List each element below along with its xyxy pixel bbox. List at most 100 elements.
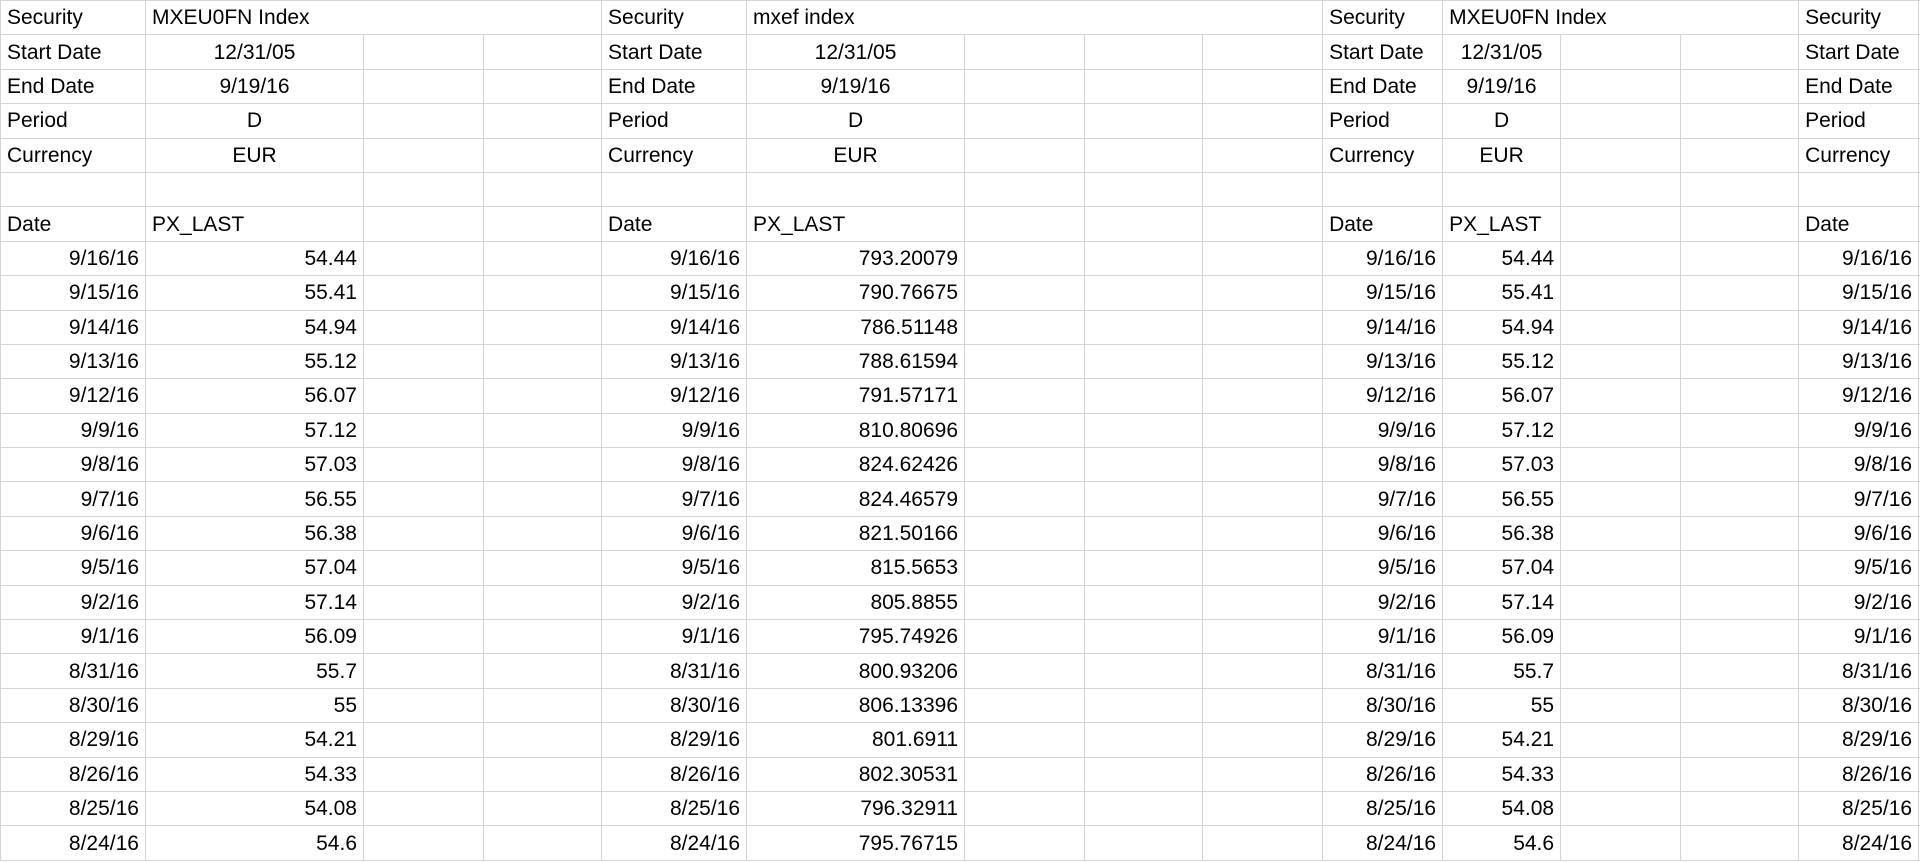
empty-cell[interactable] [363, 412, 484, 449]
date-cell[interactable]: 9/16/16 [1322, 240, 1444, 277]
date-cell[interactable]: 9/15/16 [1798, 275, 1920, 311]
period-label[interactable]: Period [1798, 103, 1920, 139]
px-last-cell[interactable]: 57.12 [1442, 412, 1562, 449]
empty-cell[interactable] [482, 722, 603, 758]
empty-cell[interactable] [482, 343, 603, 380]
px-last-cell[interactable]: 56.09 [145, 619, 364, 655]
currency-value[interactable]: EUR [145, 137, 364, 173]
empty-cell[interactable] [1202, 481, 1324, 517]
empty-cell[interactable] [1560, 722, 1682, 758]
px-last-cell[interactable]: 786.51148 [746, 309, 966, 345]
empty-cell[interactable] [1560, 653, 1682, 689]
date-cell[interactable]: 9/9/16 [601, 412, 748, 449]
period-label[interactable]: Period [0, 103, 146, 139]
empty-cell[interactable] [601, 171, 748, 208]
empty-cell[interactable] [1084, 447, 1204, 483]
date-cell[interactable]: 9/16/16 [601, 240, 748, 277]
empty-cell[interactable] [482, 584, 603, 621]
currency-label[interactable]: Currency [1798, 137, 1920, 173]
empty-cell[interactable] [482, 515, 603, 552]
px-last-cell[interactable]: 54.6 [1442, 825, 1562, 861]
empty-cell[interactable] [1084, 240, 1204, 277]
px-last-cell[interactable]: 795.7672 [1918, 825, 1920, 861]
empty-cell[interactable] [482, 103, 603, 139]
empty-cell[interactable] [964, 584, 1086, 621]
empty-cell[interactable] [1680, 825, 1800, 861]
px-last-cell[interactable]: 55.7 [145, 653, 364, 689]
date-cell[interactable]: 8/24/16 [601, 825, 748, 861]
security-label[interactable]: Security [1798, 0, 1920, 36]
empty-cell[interactable] [1680, 34, 1800, 70]
date-cell[interactable]: 9/8/16 [1798, 447, 1920, 483]
date-cell[interactable]: 8/24/16 [0, 825, 146, 861]
empty-cell[interactable] [482, 240, 603, 277]
empty-cell[interactable] [1680, 790, 1800, 827]
empty-cell[interactable] [1084, 619, 1204, 655]
end-date-value[interactable]: 9/19/16 [746, 68, 966, 105]
empty-cell[interactable] [1084, 756, 1204, 792]
end-date-value[interactable]: 9/19/16 [1442, 68, 1562, 105]
empty-cell[interactable] [964, 447, 1086, 483]
empty-cell[interactable] [1680, 412, 1800, 449]
empty-cell[interactable] [1680, 171, 1800, 208]
empty-cell[interactable] [1560, 825, 1682, 861]
empty-cell[interactable] [482, 447, 603, 483]
empty-cell[interactable] [1202, 34, 1324, 70]
empty-cell[interactable] [1560, 343, 1682, 380]
empty-cell[interactable] [964, 137, 1086, 173]
end-date-value[interactable]: 9/19/16 [145, 68, 364, 105]
empty-cell[interactable] [482, 653, 603, 689]
start-date-label[interactable]: Start Date [0, 34, 146, 70]
empty-cell[interactable] [363, 790, 484, 827]
px-last-column-header[interactable]: PX_LAST [1442, 206, 1562, 242]
empty-cell[interactable] [1202, 309, 1324, 345]
px-last-cell[interactable]: 57.04 [1442, 550, 1562, 586]
date-cell[interactable]: 8/24/16 [1798, 825, 1920, 861]
date-cell[interactable]: 9/9/16 [1798, 412, 1920, 449]
empty-cell[interactable] [1680, 343, 1800, 380]
empty-cell[interactable] [482, 171, 603, 208]
date-cell[interactable]: 9/13/16 [1798, 343, 1920, 380]
empty-cell[interactable] [482, 137, 603, 173]
empty-cell[interactable] [964, 171, 1086, 208]
px-last-cell[interactable]: 56.38 [1442, 515, 1562, 552]
px-last-cell[interactable]: 55.12 [145, 343, 364, 380]
empty-cell[interactable] [1202, 584, 1324, 621]
empty-cell[interactable] [1560, 309, 1682, 345]
px-last-cell[interactable]: 54.94 [1442, 309, 1562, 345]
period-value[interactable]: D [746, 103, 966, 139]
date-cell[interactable]: 8/29/16 [601, 722, 748, 758]
empty-cell[interactable] [964, 34, 1086, 70]
px-last-column-header[interactable]: PX_LAST [145, 206, 364, 242]
empty-cell[interactable] [363, 171, 484, 208]
empty-cell[interactable] [1560, 756, 1682, 792]
empty-cell[interactable] [964, 412, 1086, 449]
empty-cell[interactable] [1084, 68, 1204, 105]
start-date-value[interactable]: 12/31/05 [145, 34, 364, 70]
date-cell[interactable]: 9/12/16 [1798, 378, 1920, 414]
empty-cell[interactable] [964, 790, 1086, 827]
date-cell[interactable]: 9/2/16 [1322, 584, 1444, 621]
px-last-cell[interactable]: 54.33 [1442, 756, 1562, 792]
empty-cell[interactable] [1084, 206, 1204, 242]
px-last-cell[interactable]: 57.03 [145, 447, 364, 483]
empty-cell[interactable] [1202, 515, 1324, 552]
date-cell[interactable]: 9/2/16 [1798, 584, 1920, 621]
empty-cell[interactable] [145, 171, 364, 208]
empty-cell[interactable] [1560, 103, 1682, 139]
empty-cell[interactable] [964, 550, 1086, 586]
empty-cell[interactable] [1084, 412, 1204, 449]
date-cell[interactable]: 8/30/16 [601, 687, 748, 724]
px-last-cell[interactable]: 57.14 [1442, 584, 1562, 621]
empty-cell[interactable] [1202, 756, 1324, 792]
empty-cell[interactable] [1680, 240, 1800, 277]
empty-cell[interactable] [0, 171, 146, 208]
date-cell[interactable]: 9/7/16 [1798, 481, 1920, 517]
empty-cell[interactable] [1680, 619, 1800, 655]
empty-cell[interactable] [964, 378, 1086, 414]
date-cell[interactable]: 9/15/16 [1322, 275, 1444, 311]
empty-cell[interactable] [1202, 790, 1324, 827]
empty-cell[interactable] [1202, 550, 1324, 586]
empty-cell[interactable] [363, 378, 484, 414]
date-column-header[interactable]: Date [601, 206, 748, 242]
